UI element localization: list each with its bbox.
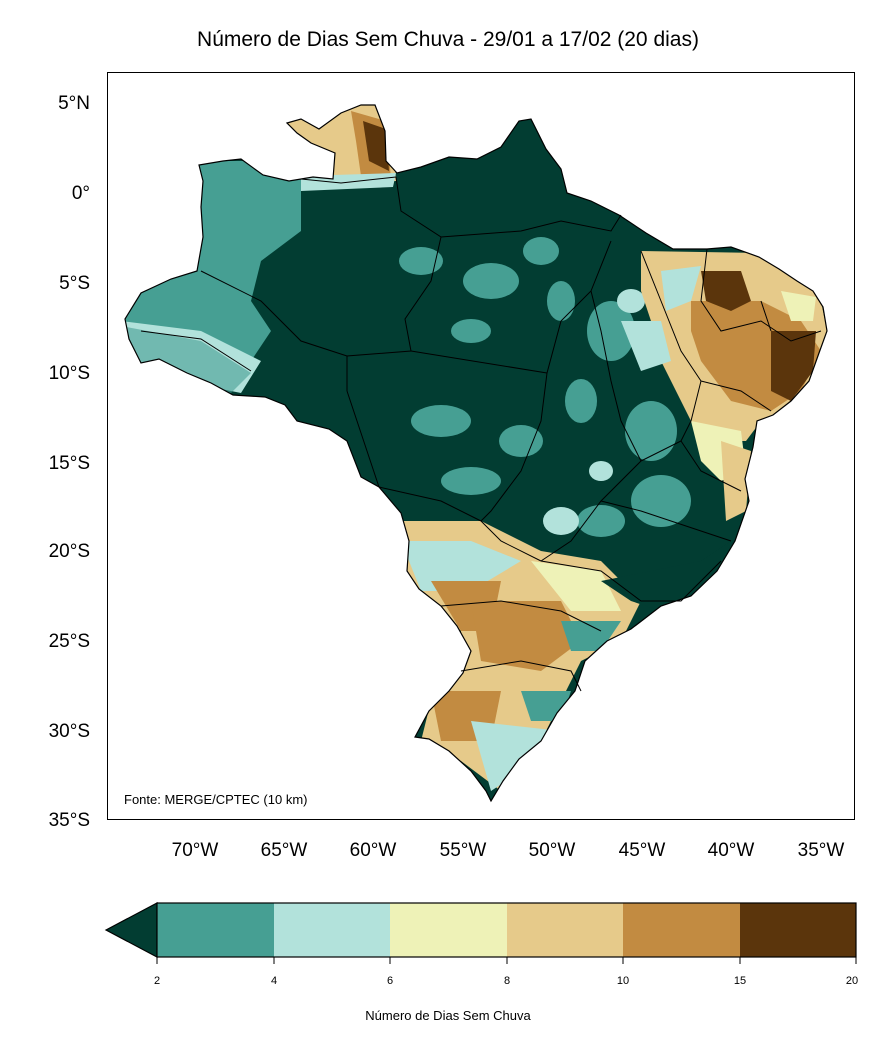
colorbar-swatch	[740, 903, 856, 957]
colorbar-tick: 8	[503, 975, 511, 987]
colorbar-tick: 2	[153, 975, 161, 987]
lat-label: 35°S	[48, 810, 90, 831]
colorbar-swatch	[157, 903, 274, 957]
lon-label: 40°W	[707, 840, 755, 861]
colorbar-label: Número de Dias Sem Chuva	[365, 1008, 531, 1023]
lat-label: 5°N	[58, 93, 90, 114]
lat-label: 0°	[71, 183, 90, 204]
colorbar-swatch	[390, 903, 507, 957]
colorbar-tick: 15	[733, 975, 747, 987]
lat-label: 30°S	[48, 721, 90, 742]
lon-label: 55°W	[439, 840, 487, 861]
colorbar-tick: 6	[386, 975, 394, 987]
state-borders	[140, 176, 822, 692]
colorbar-tick: 10	[616, 975, 630, 987]
lon-label: 50°W	[528, 840, 576, 861]
colorbar-under-arrow	[104, 902, 158, 958]
map-title: Número de Dias Sem Chuva - 29/01 a 17/02…	[197, 28, 699, 51]
lon-label: 70°W	[171, 840, 219, 861]
lon-label: 60°W	[349, 840, 397, 861]
lon-label: 45°W	[618, 840, 666, 861]
lon-label: 65°W	[260, 840, 308, 861]
lat-label: 15°S	[48, 453, 90, 474]
colorbar-tick: 4	[270, 975, 278, 987]
colorbar-swatch	[274, 903, 390, 957]
lat-label: 5°S	[59, 273, 90, 294]
colorbar-swatch	[623, 903, 740, 957]
data-source: Fonte: MERGE/CPTEC (10 km)	[124, 792, 308, 807]
lat-label: 20°S	[48, 541, 90, 562]
brazil-map	[124, 104, 828, 802]
lat-label: 10°S	[48, 363, 90, 384]
colorbar-swatch	[507, 903, 623, 957]
colorbar-tick: 20	[845, 975, 859, 987]
lon-label: 35°W	[797, 840, 845, 861]
map-panel: Fonte: MERGE/CPTEC (10 km)	[107, 72, 855, 820]
lat-label: 25°S	[48, 631, 90, 652]
